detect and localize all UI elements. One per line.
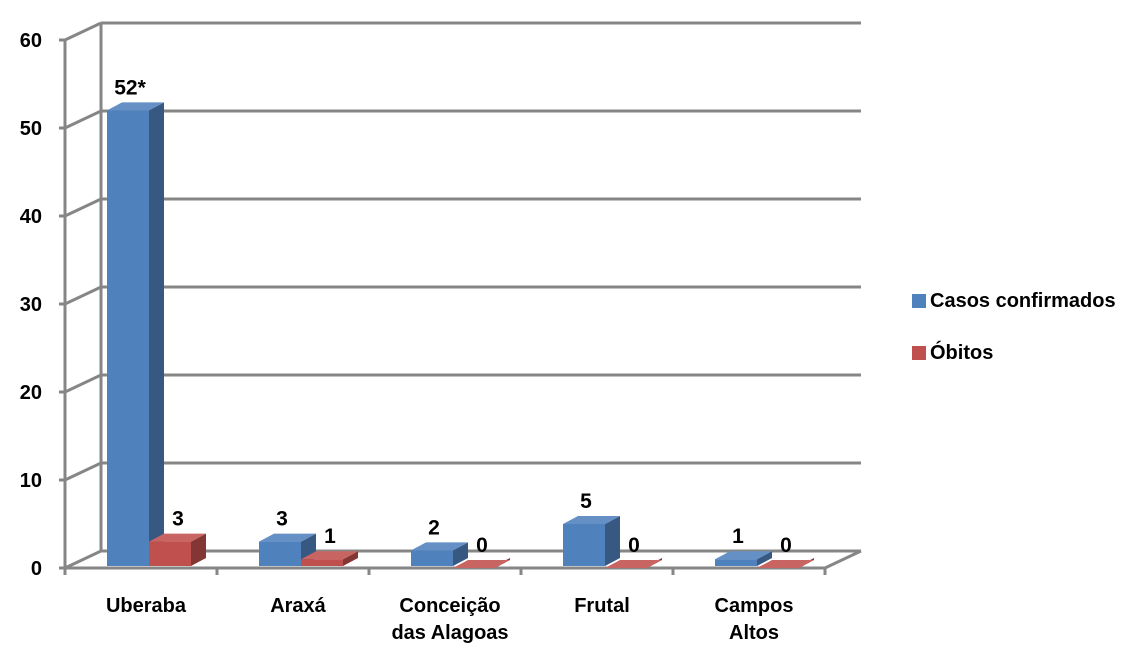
legend-swatch-series-0 [912,294,926,308]
x-tick-label: Altos [729,622,779,644]
x-tick-label: Campos [715,595,794,617]
x-tick-label: Araxá [270,595,326,617]
data-label: 0 [780,534,792,557]
x-tick-label: Uberaba [106,595,187,617]
legend-item-series-0: Casos confirmados [912,288,1116,314]
bar-top [605,560,662,568]
data-label: 0 [476,534,488,557]
y-tick-label: 10 [20,470,42,492]
y-tick-label: 0 [31,558,42,580]
bar-top [715,551,772,560]
legend: Casos confirmados Óbitos [912,288,1116,392]
bar-side [343,551,358,566]
gridline-side [64,549,102,570]
bar-side [191,533,206,566]
y-tick-label: 50 [20,118,42,140]
y-tick-label: 40 [20,206,42,228]
gridline-side [64,109,102,130]
data-label: 1 [732,525,744,548]
bar-casos-confirmados [715,559,757,566]
bar-top [453,560,510,568]
bar-top [259,533,316,542]
data-label: 52* [114,76,146,99]
bar--bitos [301,559,343,566]
gridline-side [64,197,102,218]
bar-casos-confirmados [107,110,149,567]
x-tick-label: das Alagoas [391,622,508,644]
bar-top [301,551,358,560]
x-tick-label: Frutal [574,595,630,617]
data-label: 3 [276,508,288,531]
x-tick-label: Conceição [399,595,500,617]
gridline-side [64,461,102,482]
bar-top [107,102,164,111]
bar--bitos [149,541,191,566]
bar-casos-confirmados [563,524,605,566]
bar-casos-confirmados [259,541,301,566]
bar-side [149,102,164,567]
data-label: 3 [172,508,184,531]
legend-item-series-1: Óbitos [912,340,1116,366]
data-label: 2 [428,516,440,539]
data-label: 5 [580,490,592,513]
gridline-side [64,373,102,394]
y-tick-label: 60 [20,30,42,52]
gridline-side [64,21,102,42]
bar-side [757,551,772,566]
y-tick-label: 20 [20,382,42,404]
legend-swatch-series-1 [912,346,926,360]
bar-casos-confirmados [411,550,453,566]
bar-top [149,533,206,542]
bar-side [605,516,620,566]
bar-top [757,560,814,568]
gridline-side [64,285,102,306]
data-label: 1 [324,525,336,548]
legend-label-series-1: Óbitos [930,341,994,364]
bar-top [411,542,468,551]
y-tick-label: 30 [20,294,42,316]
bar-side [453,542,468,566]
bar-top [563,516,620,524]
data-label: 0 [628,534,640,557]
legend-label-series-0: Casos confirmados [930,289,1116,312]
